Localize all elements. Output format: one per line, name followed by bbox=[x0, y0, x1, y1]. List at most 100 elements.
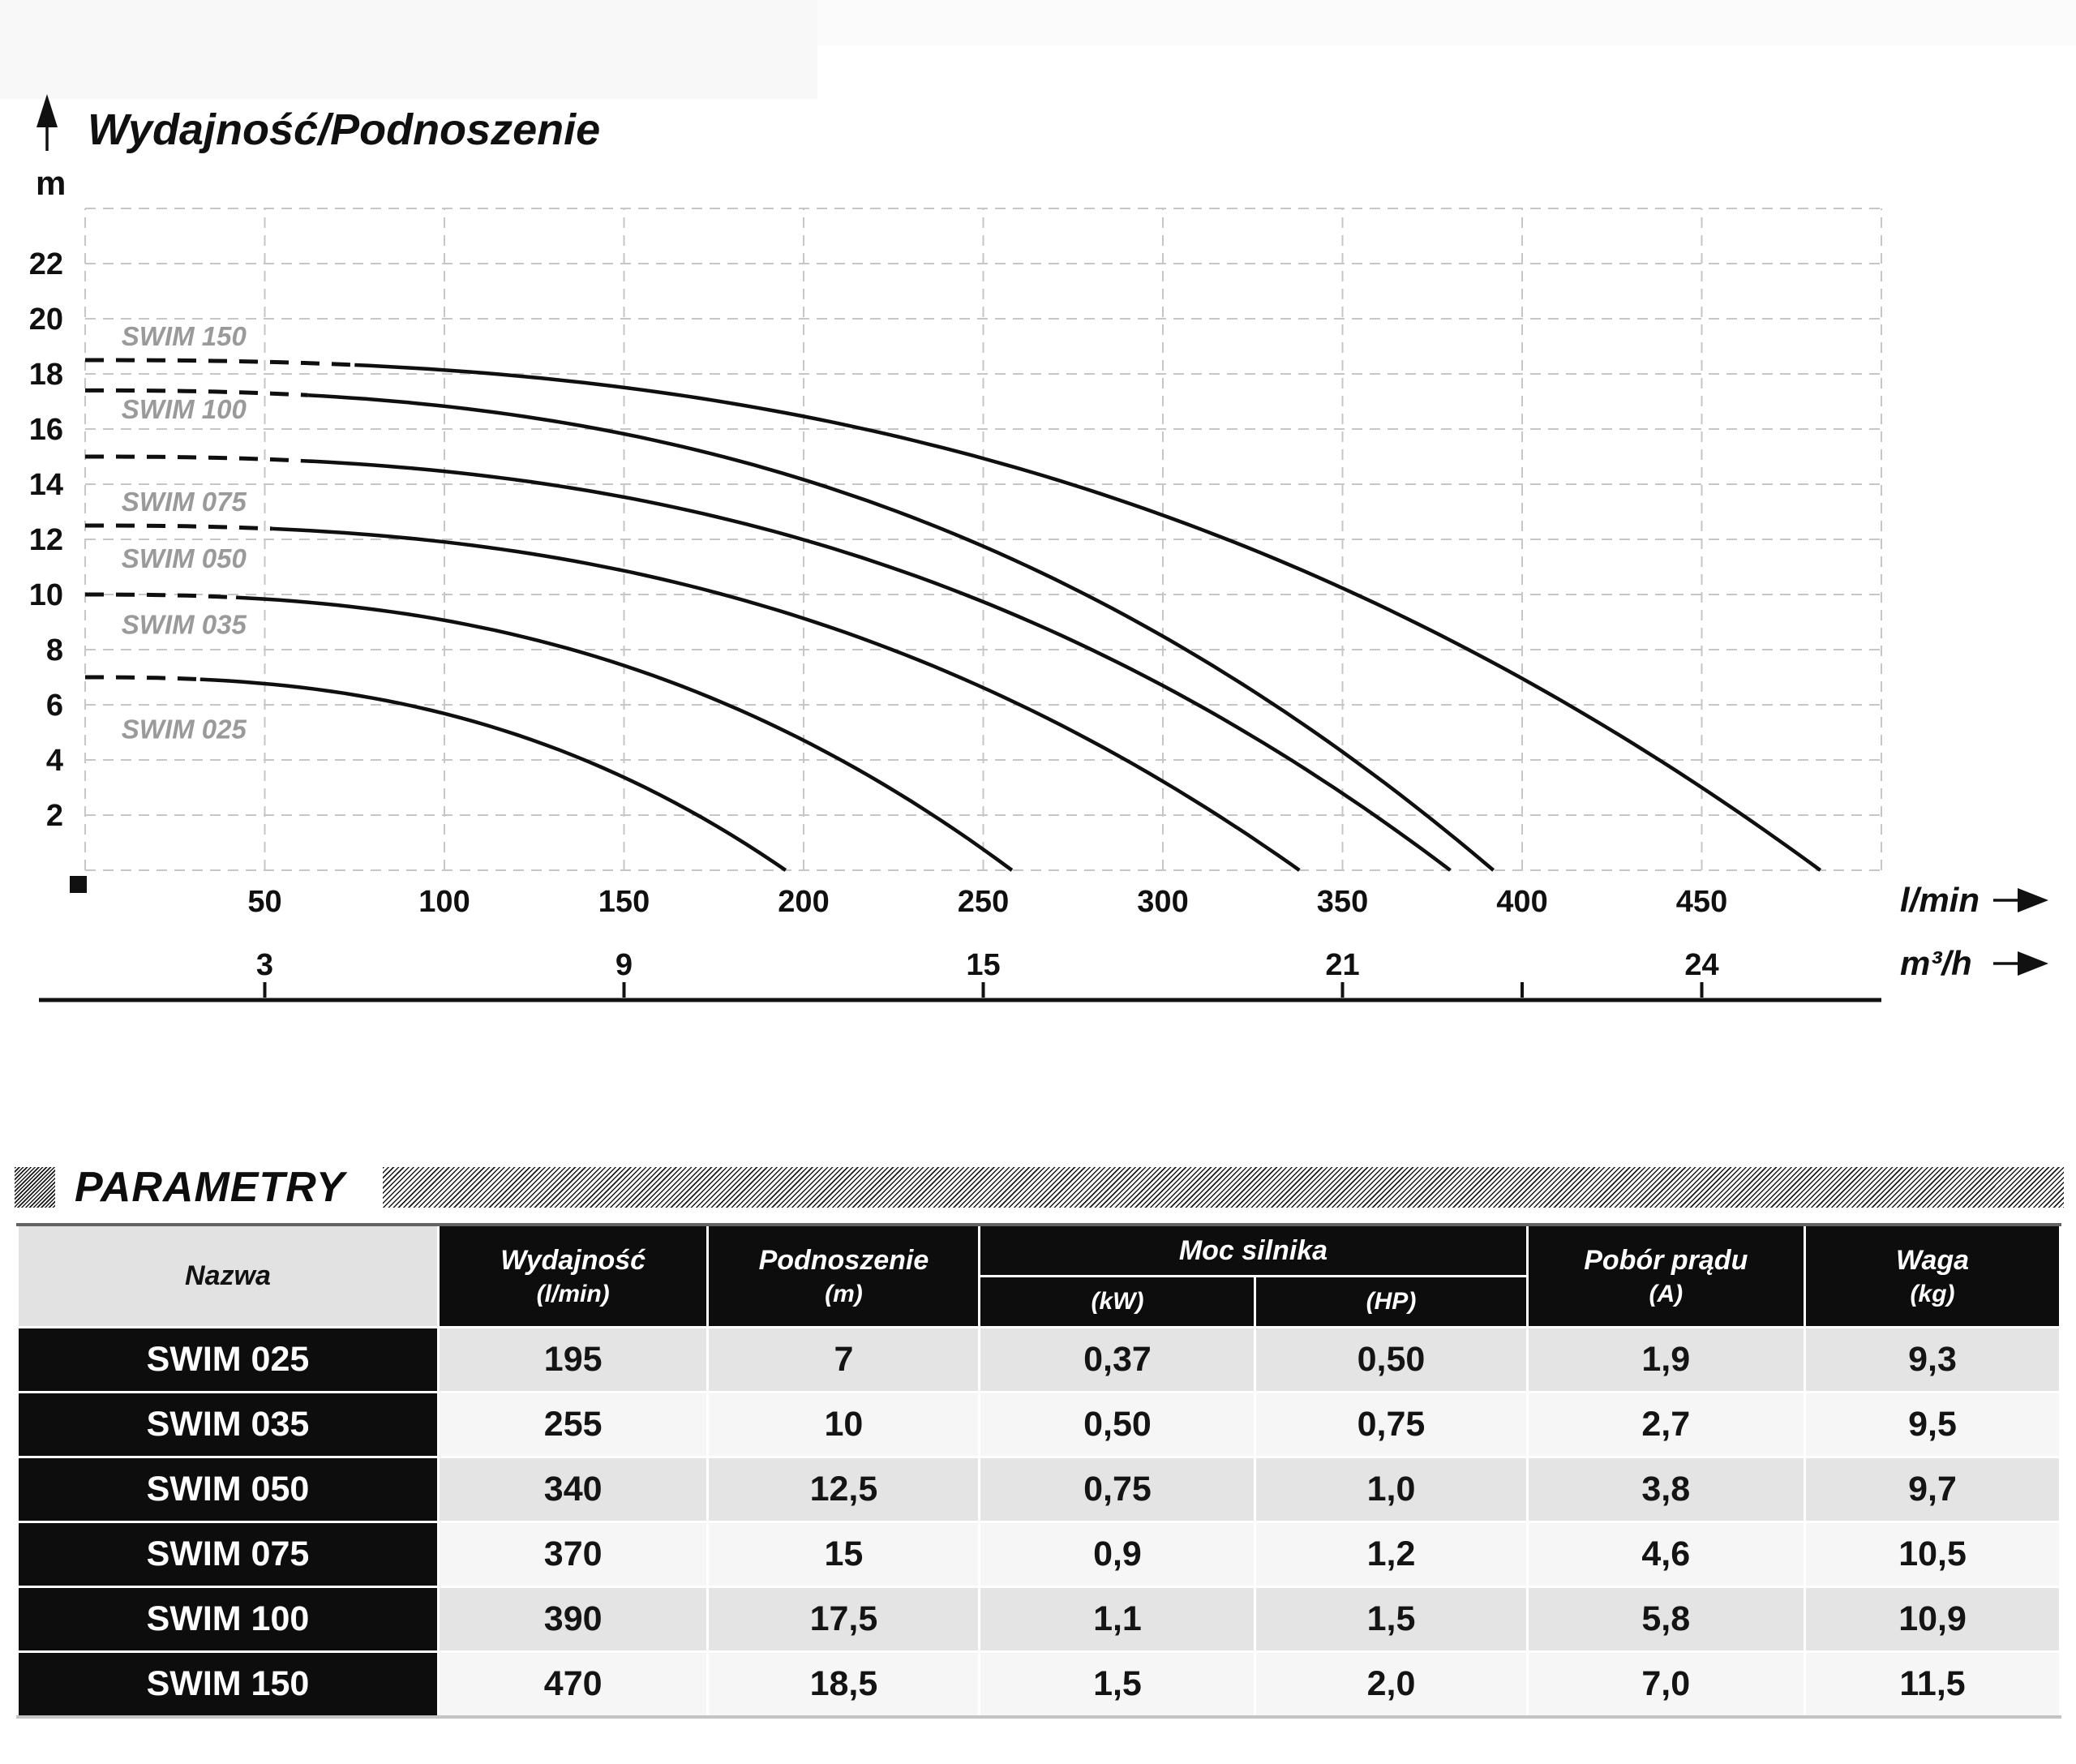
curve-label-swim-025: SWIM 025 bbox=[122, 715, 247, 745]
column-header-head-unit: (m) bbox=[825, 1281, 863, 1308]
curve-label-swim-100: SWIM 100 bbox=[122, 394, 247, 424]
origin-marker bbox=[70, 876, 87, 893]
value-cell-kw: 0,50 bbox=[978, 1391, 1257, 1458]
value-cell-flow: 255 bbox=[436, 1391, 710, 1458]
parameters-table: Nazwa Wydajność (l/min) Podnoszenie (m) … bbox=[16, 1223, 2061, 1719]
y-axis-unit-label: m bbox=[36, 164, 66, 202]
column-header-head: Podnoszenie (m) bbox=[706, 1223, 981, 1328]
pump-curve-swim-100 bbox=[307, 393, 1495, 872]
x-tick-label-m3h: 9 bbox=[616, 948, 633, 982]
x-tick-label-lmin: 150 bbox=[598, 885, 650, 919]
value-cell-weight: 9,3 bbox=[1804, 1326, 2061, 1393]
value-cell-kw: 1,5 bbox=[978, 1650, 1257, 1719]
x-tick-label-lmin: 450 bbox=[1676, 885, 1727, 919]
value-cell-head: 12,5 bbox=[706, 1456, 981, 1523]
value-cell-flow: 340 bbox=[436, 1456, 710, 1523]
x-tick-label-lmin: 400 bbox=[1496, 885, 1547, 919]
column-header-head-label: Podnoszenie bbox=[758, 1244, 929, 1276]
x-axis-lmin-labels: 50 100 150 200 250 300 350 400 450 bbox=[247, 885, 1727, 919]
column-header-kw: (kW) bbox=[978, 1275, 1257, 1328]
y-tick-label: 10 bbox=[29, 578, 63, 612]
table-row: SWIM 150 470 18,5 1,5 2,0 7,0 11,5 bbox=[16, 1650, 2061, 1719]
value-cell-kw: 0,9 bbox=[978, 1521, 1257, 1588]
x-tick-label-lmin: 350 bbox=[1317, 885, 1368, 919]
pump-curves: SWIM 025 SWIM 035 SWIM 050 SWIM 075 SWIM 100… bbox=[85, 321, 1822, 872]
column-header-weight-label: Waga bbox=[1896, 1244, 1970, 1276]
y-tick-label: 18 bbox=[29, 358, 63, 392]
pump-curve-dashed-swim-075 bbox=[85, 454, 301, 463]
value-cell-flow: 195 bbox=[436, 1326, 710, 1393]
x-axis-secondary-unit-label: m³/h bbox=[1900, 944, 1972, 982]
x-tick-label-lmin: 300 bbox=[1137, 885, 1188, 919]
pump-curve-dashed-swim-100 bbox=[85, 388, 308, 397]
y-tick-label: 22 bbox=[29, 247, 63, 281]
x-tick-label-m3h: 3 bbox=[256, 948, 273, 982]
table-row: SWIM 050 340 12,5 0,75 1,0 3,8 9,7 bbox=[16, 1456, 2061, 1523]
pump-curve-swim-075 bbox=[300, 458, 1452, 872]
parameters-section-header: PARAMETRY bbox=[15, 1164, 2064, 1211]
performance-chart: Wydajność/Podnoszenie m 22 20 18 16 14 12 10 8 6… bbox=[28, 94, 2048, 1002]
params-tbody: SWIM 025 195 7 0,37 0,50 1,9 9,3 SWIM 035 255 10 0… bbox=[16, 1326, 2061, 1719]
y-axis-tick-labels: 22 20 18 16 14 12 10 8 6 4 2 bbox=[29, 247, 63, 833]
table-row: SWIM 100 390 17,5 1,1 1,5 5,8 10,9 bbox=[16, 1586, 2061, 1653]
column-header-flow-unit: (l/min) bbox=[536, 1281, 610, 1308]
x-tick-label-lmin: 50 bbox=[247, 885, 281, 919]
pump-curve-swim-025 bbox=[199, 677, 787, 872]
y-tick-label: 2 bbox=[46, 799, 63, 833]
table-row: SWIM 025 195 7 0,37 0,50 1,9 9,3 bbox=[16, 1326, 2061, 1393]
column-header-current-label: Pobór prądu bbox=[1584, 1244, 1748, 1276]
y-tick-label: 6 bbox=[46, 689, 63, 723]
table-row: SWIM 035 255 10 0,50 0,75 2,7 9,5 bbox=[16, 1391, 2061, 1458]
value-cell-current: 3,8 bbox=[1525, 1456, 1807, 1523]
pump-curve-dashed-swim-150 bbox=[85, 358, 355, 367]
x-axis-primary-unit-label: l/min bbox=[1900, 881, 1979, 919]
value-cell-head: 18,5 bbox=[706, 1650, 981, 1719]
section-heading: PARAMETRY bbox=[75, 1164, 345, 1211]
pump-curve-swim-050 bbox=[272, 526, 1301, 872]
value-cell-weight: 9,7 bbox=[1804, 1456, 2061, 1523]
x-tick-label-m3h: 24 bbox=[1684, 948, 1718, 982]
value-cell-weight: 11,5 bbox=[1804, 1650, 2061, 1719]
column-header-weight: Waga (kg) bbox=[1804, 1223, 2061, 1328]
value-cell-hp: 1,2 bbox=[1254, 1521, 1529, 1588]
pump-name-cell: SWIM 025 bbox=[16, 1326, 440, 1393]
curve-label-swim-035: SWIM 035 bbox=[122, 609, 247, 639]
pump-name-cell: SWIM 100 bbox=[16, 1586, 440, 1653]
hatch-square-icon bbox=[15, 1167, 55, 1208]
value-cell-kw: 0,37 bbox=[978, 1326, 1257, 1393]
x-axis-m3h-labels: 3 9 15 21 24 bbox=[256, 948, 1719, 982]
value-cell-hp: 0,75 bbox=[1254, 1391, 1529, 1458]
value-cell-flow: 470 bbox=[436, 1650, 710, 1719]
value-cell-flow: 390 bbox=[436, 1586, 710, 1653]
x-axis-primary-arrow-right-icon bbox=[1993, 888, 2048, 912]
value-cell-weight: 10,9 bbox=[1804, 1586, 2061, 1653]
y-tick-label: 8 bbox=[46, 633, 63, 667]
value-cell-current: 7,0 bbox=[1525, 1650, 1807, 1719]
pump-curve-swim-035 bbox=[235, 595, 1014, 872]
y-tick-label: 14 bbox=[29, 468, 63, 502]
x-tick-label-m3h: 21 bbox=[1325, 948, 1359, 982]
x-tick-label-lmin: 100 bbox=[418, 885, 470, 919]
value-cell-hp: 2,0 bbox=[1254, 1650, 1529, 1719]
value-cell-current: 4,6 bbox=[1525, 1521, 1807, 1588]
y-axis-arrow-up-icon bbox=[36, 94, 58, 151]
column-header-current: Pobór prądu (A) bbox=[1525, 1223, 1807, 1328]
value-cell-hp: 1,5 bbox=[1254, 1586, 1529, 1653]
x-axis-secondary-arrow-right-icon bbox=[1993, 951, 2048, 976]
grid bbox=[84, 208, 1882, 871]
curve-label-swim-075: SWIM 075 bbox=[122, 487, 247, 517]
x-tick-label-lmin: 250 bbox=[958, 885, 1009, 919]
value-cell-weight: 10,5 bbox=[1804, 1521, 2061, 1588]
column-header-current-unit: (A) bbox=[1649, 1281, 1684, 1308]
value-cell-flow: 370 bbox=[436, 1521, 710, 1588]
value-cell-kw: 0,75 bbox=[978, 1456, 1257, 1523]
hatch-band-decoration bbox=[382, 1167, 2064, 1208]
y-tick-label: 16 bbox=[29, 413, 63, 447]
pump-name-cell: SWIM 075 bbox=[16, 1521, 440, 1588]
column-header-name: Nazwa bbox=[16, 1223, 440, 1328]
table-row: SWIM 075 370 15 0,9 1,2 4,6 10,5 bbox=[16, 1521, 2061, 1588]
value-cell-head: 15 bbox=[706, 1521, 981, 1588]
value-cell-weight: 9,5 bbox=[1804, 1391, 2061, 1458]
y-tick-label: 12 bbox=[29, 523, 63, 557]
